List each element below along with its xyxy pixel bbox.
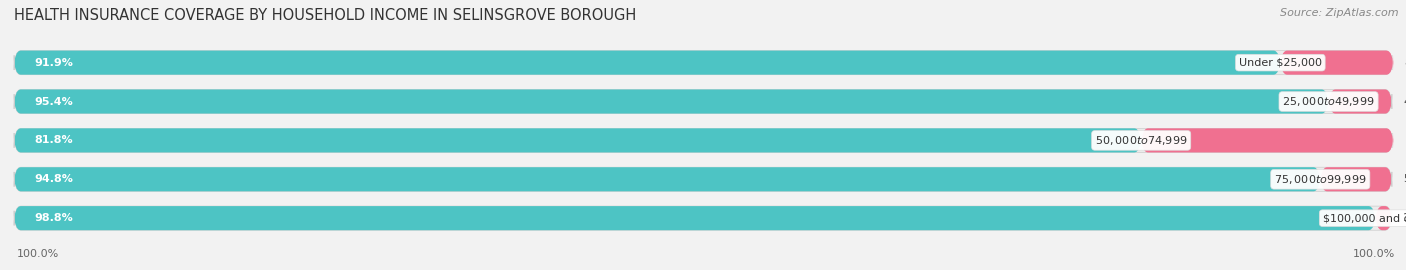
Text: 5.2%: 5.2% bbox=[1403, 174, 1406, 184]
FancyBboxPatch shape bbox=[14, 128, 1142, 153]
FancyBboxPatch shape bbox=[1281, 50, 1393, 75]
Text: 1.2%: 1.2% bbox=[1403, 213, 1406, 223]
FancyBboxPatch shape bbox=[14, 128, 1392, 153]
Text: $75,000 to $99,999: $75,000 to $99,999 bbox=[1274, 173, 1367, 186]
FancyBboxPatch shape bbox=[14, 206, 1392, 230]
FancyBboxPatch shape bbox=[1142, 128, 1393, 153]
Text: $50,000 to $74,999: $50,000 to $74,999 bbox=[1095, 134, 1188, 147]
FancyBboxPatch shape bbox=[1320, 167, 1392, 191]
Text: 98.8%: 98.8% bbox=[35, 213, 73, 223]
FancyBboxPatch shape bbox=[14, 89, 1329, 114]
FancyBboxPatch shape bbox=[1329, 89, 1392, 114]
Text: 95.4%: 95.4% bbox=[35, 96, 73, 107]
Text: 81.8%: 81.8% bbox=[35, 135, 73, 146]
Text: 91.9%: 91.9% bbox=[35, 58, 73, 68]
FancyBboxPatch shape bbox=[14, 89, 1392, 114]
FancyBboxPatch shape bbox=[14, 206, 1375, 230]
Text: 4.6%: 4.6% bbox=[1403, 96, 1406, 107]
Text: HEALTH INSURANCE COVERAGE BY HOUSEHOLD INCOME IN SELINSGROVE BOROUGH: HEALTH INSURANCE COVERAGE BY HOUSEHOLD I… bbox=[14, 8, 637, 23]
FancyBboxPatch shape bbox=[1375, 206, 1392, 230]
Text: Under $25,000: Under $25,000 bbox=[1239, 58, 1322, 68]
FancyBboxPatch shape bbox=[14, 50, 1392, 75]
FancyBboxPatch shape bbox=[14, 167, 1392, 191]
Text: 100.0%: 100.0% bbox=[1353, 249, 1395, 259]
Text: 100.0%: 100.0% bbox=[17, 249, 59, 259]
Text: 94.8%: 94.8% bbox=[35, 174, 73, 184]
FancyBboxPatch shape bbox=[14, 50, 1281, 75]
Text: 8.2%: 8.2% bbox=[1405, 58, 1406, 68]
Text: Source: ZipAtlas.com: Source: ZipAtlas.com bbox=[1281, 8, 1399, 18]
Text: $100,000 and over: $100,000 and over bbox=[1323, 213, 1406, 223]
Text: 18.3%: 18.3% bbox=[1405, 135, 1406, 146]
Text: $25,000 to $49,999: $25,000 to $49,999 bbox=[1282, 95, 1375, 108]
FancyBboxPatch shape bbox=[14, 167, 1320, 191]
